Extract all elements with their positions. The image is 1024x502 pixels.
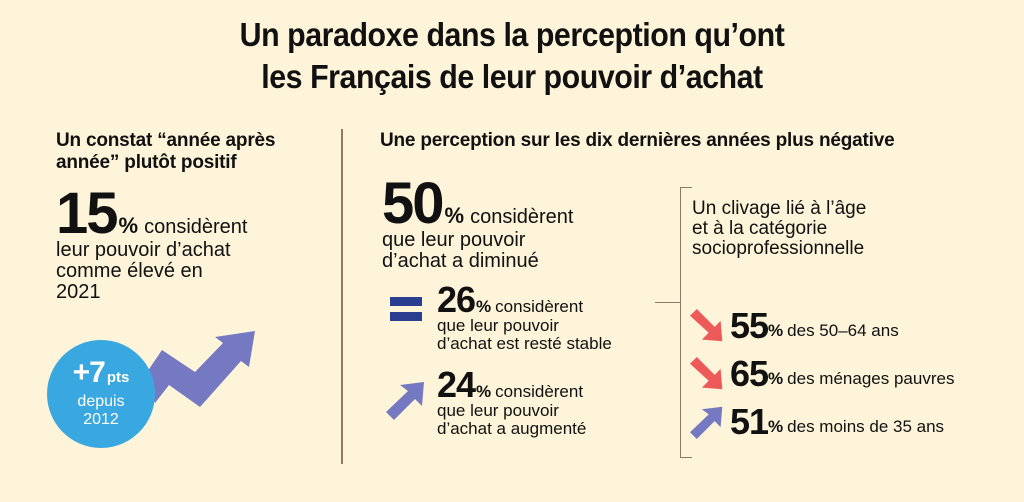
stat-value: 15 <box>56 181 118 246</box>
clivage-item: 51 % des moins de 35 ans <box>690 398 954 446</box>
increase-stat-text-3: d’achat a augmenté <box>437 419 587 438</box>
left-heading: Un constat “année après année” plutôt po… <box>56 130 275 174</box>
main-stat-unit: % <box>444 203 465 228</box>
badge-line-1: depuis <box>77 393 125 410</box>
right-heading: Une perception sur les dix dernières ann… <box>380 130 895 151</box>
clivage-label: des ménages pauvres <box>787 369 955 388</box>
page-title: Un paradoxe dans la perception qu’ont le… <box>41 14 983 98</box>
zigzag-arrow-shape <box>145 331 255 407</box>
badge-circle: +7 pts depuis 2012 <box>47 340 155 448</box>
stat-26: 26 % considèrent que leur pouvoir d’acha… <box>437 279 612 353</box>
stable-stat-unit: % <box>476 297 492 316</box>
arrow-down-right-icon <box>690 357 723 390</box>
clivage-unit: % <box>768 417 784 436</box>
stat-text-1: considèrent <box>144 216 248 238</box>
clivage-value: 65 <box>730 353 769 394</box>
bracket-vertical <box>680 187 681 458</box>
main-stat-text-3: d’achat a diminué <box>382 250 539 272</box>
main-stat-value: 50 <box>382 171 444 236</box>
column-divider <box>341 129 343 464</box>
stat-text-3: comme élevé en <box>56 260 203 282</box>
stable-stat-text-3: d’achat est resté stable <box>437 334 612 353</box>
stat-unit: % <box>118 213 139 238</box>
increase-stat-text-2: que leur pouvoir <box>437 401 559 420</box>
stable-stat-text-2: que leur pouvoir <box>437 316 559 335</box>
left-heading-line-2: année” plutôt positif <box>56 152 237 173</box>
main-stat-text-1: considèrent <box>470 206 574 228</box>
main-stat-text-2: que leur pouvoir <box>382 229 526 251</box>
clivage-label: des moins de 35 ans <box>787 417 945 436</box>
left-heading-line-1: Un constat “année après <box>56 130 276 151</box>
clivage-value: 55 <box>730 305 769 346</box>
bracket-connector <box>655 302 681 303</box>
clivage-item: 65 % des ménages pauvres <box>690 350 954 398</box>
increase-stat-unit: % <box>476 382 492 401</box>
increase-stat-text-1: considèrent <box>495 382 584 401</box>
badge-unit: pts <box>106 369 130 386</box>
clivage-item: 55 % des 50–64 ans <box>690 302 954 350</box>
stable-stat-value: 26 <box>437 279 476 320</box>
clivage-heading: Un clivage lié à l’âge et à la catégorie… <box>692 199 866 259</box>
title-line-2: les Français de leur pouvoir d’achat <box>261 58 763 95</box>
equals-icon <box>390 297 422 321</box>
stable-stat-text-1: considèrent <box>495 297 584 316</box>
badge-value: +7 <box>72 356 106 389</box>
stat-text-4: 2021 <box>56 281 101 303</box>
badge-line-2: 2012 <box>83 411 119 428</box>
arrow-up-right-icon <box>690 406 723 439</box>
clivage-label: des 50–64 ans <box>787 321 899 340</box>
zigzag-trend-arrow-icon <box>145 331 255 407</box>
clivage-unit: % <box>768 369 784 388</box>
bracket-bottom <box>680 457 692 458</box>
clivage-unit: % <box>768 321 784 340</box>
bracket-top <box>680 187 692 188</box>
clivage-list: 55 % des 50–64 ans 65 % des ménages pauv… <box>690 302 954 446</box>
clivage-line-2: et à la catégorie <box>692 218 828 239</box>
clivage-line-1: Un clivage lié à l’âge <box>692 198 867 219</box>
stat-50: 50 % considèrent que leur pouvoir d’acha… <box>382 171 574 272</box>
clivage-line-3: socioprofessionnelle <box>692 238 865 259</box>
stat-text-2: leur pouvoir d’achat <box>56 239 231 261</box>
stat-24: 24 % considèrent que leur pouvoir d’acha… <box>437 364 587 438</box>
increase-stat-value: 24 <box>437 364 476 405</box>
clivage-value: 51 <box>730 401 769 442</box>
stat-15: 15 % considèrent leur pouvoir d’achat co… <box>56 181 248 303</box>
title-line-1: Un paradoxe dans la perception qu’ont <box>239 16 785 53</box>
arrow-down-right-icon <box>690 309 723 342</box>
arrow-up-right-icon <box>386 382 424 420</box>
